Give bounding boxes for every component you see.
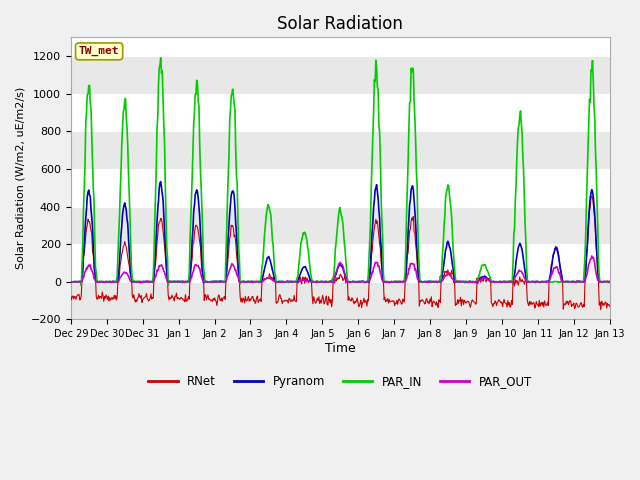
PAR_IN [67, 279, 75, 285]
Line: RNet: RNet [71, 196, 610, 310]
Title: Solar Radiation: Solar Radiation [277, 15, 403, 33]
PAR_IN [217, 279, 225, 285]
Y-axis label: Solar Radiation (W/m2, uE/m2/s): Solar Radiation (W/m2, uE/m2/s) [15, 87, 25, 269]
Pyranom [67, 279, 75, 285]
RNet [422, 300, 429, 306]
RNet [216, 292, 223, 298]
Pyranom [157, 179, 164, 184]
PAR_OUT [67, 279, 75, 285]
PAR_IN [188, 173, 196, 179]
Line: PAR_OUT: PAR_OUT [71, 256, 610, 283]
PAR_OUT [588, 253, 596, 259]
RNet [132, 297, 140, 302]
Legend: RNet, Pyranom, PAR_IN, PAR_OUT: RNet, Pyranom, PAR_IN, PAR_OUT [143, 370, 537, 393]
PAR_IN [407, 66, 415, 72]
PAR_IN [77, 279, 84, 285]
PAR_OUT [216, 278, 223, 284]
PAR_IN [133, 279, 141, 285]
RNet [67, 293, 75, 299]
RNet [77, 296, 84, 302]
RNet [597, 307, 605, 312]
Line: PAR_IN: PAR_IN [71, 58, 610, 286]
PAR_OUT [77, 279, 84, 285]
Pyranom [217, 278, 225, 284]
Pyranom [188, 249, 195, 255]
Bar [71, 56, 610, 94]
RNet [406, 228, 413, 234]
PAR_OUT [606, 279, 614, 285]
Pyranom [423, 279, 431, 285]
Text: TW_met: TW_met [79, 46, 120, 57]
Bar [71, 206, 610, 244]
Line: Pyranom: Pyranom [71, 181, 610, 283]
Bar [71, 282, 610, 319]
PAR_IN [606, 279, 614, 285]
RNet [606, 303, 614, 309]
Pyranom [606, 279, 614, 285]
X-axis label: Time: Time [325, 342, 356, 355]
PAR_OUT [249, 280, 257, 286]
PAR_IN [157, 55, 164, 60]
Pyranom [132, 279, 140, 285]
PAR_OUT [187, 276, 195, 282]
PAR_IN [423, 279, 431, 285]
PAR_OUT [422, 279, 430, 285]
Pyranom [77, 279, 84, 285]
PAR_OUT [406, 261, 414, 266]
RNet [187, 272, 195, 277]
Pyranom [200, 280, 207, 286]
RNet [588, 193, 596, 199]
Pyranom [407, 187, 415, 192]
PAR_OUT [132, 279, 140, 285]
Bar [71, 132, 610, 169]
PAR_IN [77, 283, 85, 288]
